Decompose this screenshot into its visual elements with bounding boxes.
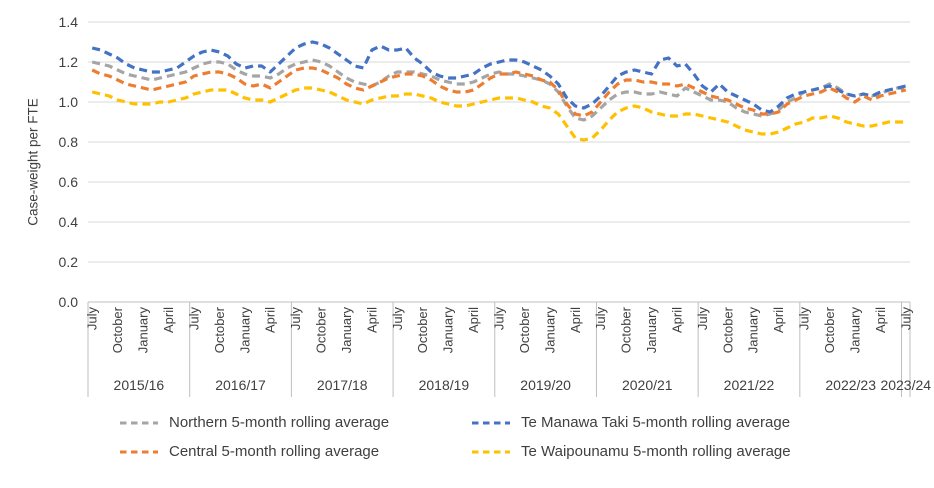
month-tick-label: October <box>212 306 227 353</box>
month-tick-label: January <box>746 307 761 354</box>
y-tick-label: 0.0 <box>59 294 79 310</box>
legend-item-te-waipounamu: Te Waipounamu 5-month rolling average <box>470 443 840 460</box>
month-tick-label: July <box>186 307 201 331</box>
month-tick-label: October <box>110 306 125 353</box>
year-label: 2020/21 <box>622 377 673 393</box>
month-tick-label: October <box>619 306 634 353</box>
y-tick-label: 0.6 <box>59 174 79 190</box>
legend-dash-te-waipounamu <box>472 450 510 453</box>
legend-label: Te Manawa Taki 5-month rolling average <box>521 414 791 431</box>
month-tick-label: January <box>237 307 252 354</box>
series-line-te-waipounamu <box>91 86 906 142</box>
year-label: 2022/23 <box>825 377 876 393</box>
month-tick-label: April <box>466 307 481 333</box>
y-tick-label: 1.0 <box>59 94 79 110</box>
year-label: 2015/16 <box>114 377 165 393</box>
month-tick-label: October <box>720 306 735 353</box>
month-tick-label: April <box>873 307 888 333</box>
month-tick-label: January <box>339 307 354 354</box>
legend-label: Northern 5-month rolling average <box>169 414 390 431</box>
y-tick-label: 1.4 <box>59 14 79 30</box>
month-tick-label: January <box>542 307 557 354</box>
y-tick-label: 0.4 <box>59 214 79 230</box>
month-tick-label: July <box>898 307 913 331</box>
legend-label: Central 5-month rolling average <box>169 443 380 460</box>
month-tick-label: July <box>85 307 100 331</box>
year-label: 2018/19 <box>419 377 470 393</box>
y-tick-label: 1.2 <box>59 54 79 70</box>
month-tick-label: January <box>644 307 659 354</box>
legend-item-central: Central 5-month rolling average <box>118 443 470 460</box>
legend-dash-te-manawa-taki <box>472 421 510 424</box>
legend-item-northern: Northern 5-month rolling average <box>118 414 470 431</box>
legend-label: Te Waipounamu 5-month rolling average <box>521 443 791 460</box>
month-tick-label: October <box>517 306 532 353</box>
year-label: 2016/17 <box>215 377 266 393</box>
month-tick-label: April <box>771 307 786 333</box>
year-label: 2019/20 <box>520 377 571 393</box>
month-tick-label: July <box>593 307 608 331</box>
y-tick-label: 0.8 <box>59 134 79 150</box>
month-tick-label: October <box>822 306 837 353</box>
legend-dash-northern <box>120 421 158 424</box>
month-tick-label: October <box>415 306 430 353</box>
chart-canvas: 0.0 0.2 0.4 0.6 0.8 1.0 1.2 1.4 July October Janua… <box>59 14 931 397</box>
series-line-central <box>91 66 907 118</box>
year-label: 2017/18 <box>317 377 368 393</box>
year-label: 2021/22 <box>724 377 775 393</box>
month-tick-label: April <box>568 307 583 333</box>
series-line-te-manawa-taki <box>91 40 907 114</box>
month-tick-label: April <box>669 307 684 333</box>
y-tick-label: 0.2 <box>59 254 79 270</box>
legend: Northern 5-month rolling average Te Manaw… <box>118 414 878 460</box>
month-tick-label: January <box>441 307 456 354</box>
month-tick-label: April <box>364 307 379 333</box>
legend-item-te-manawa-taki: Te Manawa Taki 5-month rolling average <box>470 414 840 431</box>
month-tick-label: April <box>263 307 278 333</box>
month-tick-label: January <box>847 307 862 354</box>
month-tick-label: January <box>136 307 151 354</box>
month-tick-label: July <box>492 307 507 331</box>
month-tick-label: July <box>695 307 710 331</box>
month-tick-label: July <box>390 307 405 331</box>
month-tick-label: July <box>288 307 303 331</box>
month-tick-label: April <box>161 307 176 333</box>
legend-dash-central <box>120 450 158 453</box>
series-line-northern <box>91 58 906 122</box>
month-tick-label: July <box>797 307 812 331</box>
year-label: 2023/24 <box>880 377 931 393</box>
month-tick-label: October <box>314 306 329 353</box>
